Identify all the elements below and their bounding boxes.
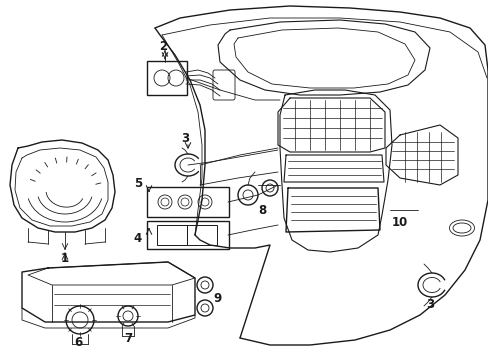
Text: 7: 7 [123,332,132,345]
Text: 5: 5 [134,176,142,189]
Text: 10: 10 [391,216,407,229]
Text: 3: 3 [181,131,189,144]
Text: 6: 6 [74,336,82,348]
Text: 9: 9 [213,292,222,305]
Text: 8: 8 [257,203,265,216]
Text: 1: 1 [61,252,69,265]
Text: 2: 2 [159,40,167,53]
Text: 4: 4 [134,231,142,244]
Text: 3: 3 [425,298,433,311]
